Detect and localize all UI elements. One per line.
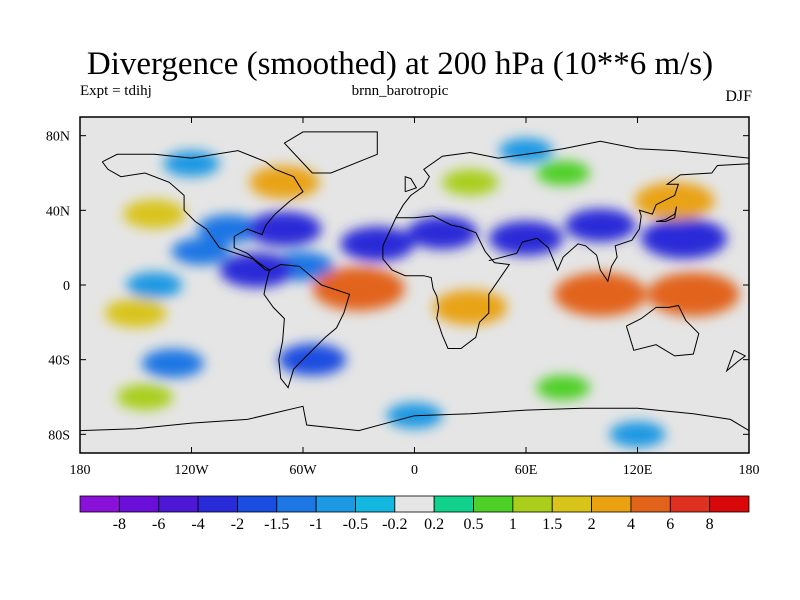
y-tick-label: 40N bbox=[46, 204, 70, 219]
field-region bbox=[489, 220, 563, 256]
colorbar-label: 1 bbox=[509, 516, 517, 533]
field-region bbox=[197, 214, 260, 244]
colorbar-swatch bbox=[473, 495, 514, 513]
colorbar-swatch bbox=[197, 495, 238, 513]
model-label: brnn_barotropic bbox=[351, 83, 449, 99]
field-region bbox=[442, 169, 499, 196]
colorbar-swatch bbox=[709, 495, 750, 513]
colorbar-swatch bbox=[79, 495, 120, 513]
experiment-label: Expt = tdihj bbox=[80, 83, 152, 99]
y-tick-label: 40S bbox=[48, 354, 70, 369]
colorbar-swatch bbox=[433, 495, 474, 513]
x-tick-label: 120E bbox=[623, 463, 653, 478]
y-tick-label: 0 bbox=[63, 279, 70, 294]
x-tick-label: 180 bbox=[70, 463, 91, 478]
colorbar-label: 1.5 bbox=[542, 516, 562, 533]
coastline bbox=[625, 304, 700, 357]
colorbar-label: -2 bbox=[231, 516, 244, 533]
season-label: DJF bbox=[725, 88, 752, 105]
colorbar-label: 0.5 bbox=[464, 516, 484, 533]
x-tick-label: 0 bbox=[411, 463, 418, 478]
colorbar-label: -1 bbox=[309, 516, 322, 533]
field-region bbox=[247, 211, 322, 247]
colorbar-label: 6 bbox=[666, 516, 674, 533]
colorbar-label: -6 bbox=[152, 516, 165, 533]
coastline bbox=[283, 131, 378, 174]
coastline bbox=[488, 163, 749, 283]
colorbar-label: 8 bbox=[706, 516, 714, 533]
coastline bbox=[656, 206, 677, 222]
field-region bbox=[407, 216, 478, 250]
field-region bbox=[141, 348, 204, 378]
x-tick-label: 60W bbox=[289, 463, 317, 478]
colorbar-swatch bbox=[630, 495, 671, 513]
x-tick-label: 120W bbox=[174, 463, 209, 478]
field-region bbox=[536, 375, 590, 401]
coastlines bbox=[80, 131, 749, 432]
field-region bbox=[647, 272, 740, 317]
field-region bbox=[117, 384, 174, 410]
y-tick-label: 80N bbox=[46, 130, 70, 145]
coastline bbox=[101, 150, 304, 271]
field-region bbox=[554, 272, 647, 317]
colorbar-label: -0.2 bbox=[382, 516, 407, 533]
field-region bbox=[565, 208, 636, 242]
colorbar-swatch bbox=[315, 495, 356, 513]
colorbar-swatch bbox=[276, 495, 317, 513]
colorbar-swatch bbox=[355, 495, 396, 513]
colorbar-label: -4 bbox=[191, 516, 204, 533]
field-region bbox=[536, 160, 590, 186]
field-region bbox=[171, 237, 230, 265]
field-region bbox=[219, 252, 294, 288]
coastline bbox=[725, 349, 747, 373]
field-region bbox=[278, 343, 347, 376]
field-region bbox=[609, 421, 666, 448]
colorbar-swatch bbox=[512, 495, 553, 513]
colorbar-label: -1.5 bbox=[264, 516, 289, 533]
x-tick-label: 60E bbox=[515, 463, 538, 478]
field-region bbox=[634, 182, 715, 220]
colorbar-swatch bbox=[237, 495, 278, 513]
chart-title: Divergence (smoothed) at 200 hPa (10**6 … bbox=[86, 46, 714, 82]
field-region bbox=[249, 165, 320, 199]
coastline bbox=[263, 263, 351, 389]
colorbar-label: 4 bbox=[627, 516, 635, 533]
coastline bbox=[395, 140, 749, 219]
divergence-field bbox=[80, 117, 749, 453]
colorbar-label: -8 bbox=[113, 516, 126, 533]
field-region bbox=[104, 298, 167, 328]
colorbar-label: 0.2 bbox=[424, 516, 444, 533]
field-region bbox=[340, 226, 415, 262]
colorbar-swatch bbox=[158, 495, 199, 513]
axes: 180 120W 60W 0 60E 120E 180 80N 40N 0 40S 80S bbox=[46, 117, 760, 478]
field-region bbox=[312, 266, 405, 311]
coastline bbox=[404, 176, 418, 193]
field-region bbox=[123, 199, 186, 229]
y-tick-label: 80S bbox=[48, 428, 70, 443]
coastline bbox=[80, 405, 749, 432]
x-tick-label: 180 bbox=[739, 463, 760, 478]
field-region bbox=[640, 217, 727, 259]
coastline bbox=[382, 215, 511, 349]
colorbar-label: -0.5 bbox=[343, 516, 368, 533]
colorbar-swatch bbox=[394, 495, 435, 513]
colorbar: -8 -6 -4 -2 -1.5 -1 -0.5 -0.2 0.2 0.5 1 1.5 2 4 6 8 bbox=[79, 495, 750, 533]
field-region bbox=[433, 289, 508, 325]
colorbar-swatch bbox=[591, 495, 632, 513]
field-region bbox=[499, 138, 553, 164]
colorbar-swatch bbox=[118, 495, 160, 513]
colorbar-swatch bbox=[551, 495, 592, 513]
colorbar-label: 2 bbox=[588, 516, 596, 533]
field-region bbox=[126, 272, 183, 298]
colorbar-swatch bbox=[669, 495, 711, 513]
